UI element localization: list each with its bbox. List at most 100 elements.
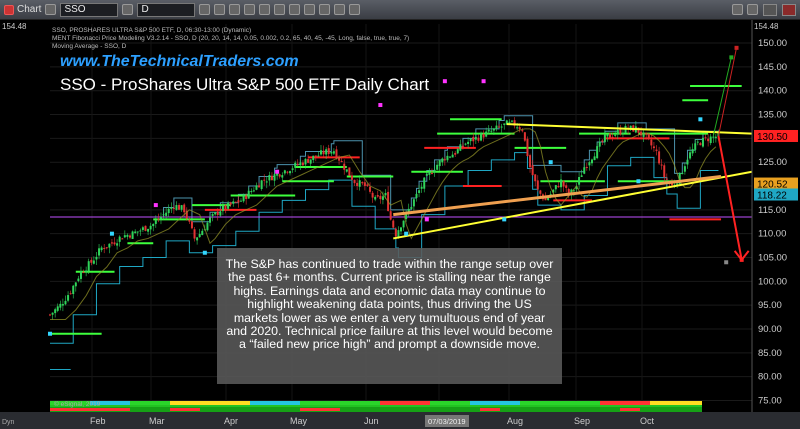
price-tick-label: 115.00 <box>758 205 786 216</box>
bell-icon[interactable] <box>732 4 743 15</box>
candle-body <box>583 167 586 174</box>
candle-body <box>492 128 495 131</box>
forecast-arrow-line <box>712 57 732 137</box>
candle-body <box>162 214 165 216</box>
candle-body <box>585 166 588 168</box>
price-tick-label: 95.00 <box>758 300 782 311</box>
candle-body <box>593 156 596 161</box>
candle-body <box>49 314 51 316</box>
signal-dot <box>636 179 641 184</box>
candle-body <box>701 137 704 147</box>
candle-body <box>487 129 490 132</box>
candle-body <box>85 270 88 273</box>
candle-body <box>405 212 408 219</box>
candle-body <box>369 186 372 192</box>
candle-body <box>371 192 374 198</box>
chart-title: SSO - ProShares Ultra S&P 500 ETF Daily … <box>60 75 430 94</box>
candle-body <box>394 228 397 237</box>
candle-body <box>691 149 694 154</box>
candle-body <box>531 165 534 176</box>
website-link[interactable]: www.TheTechnicalTraders.com <box>60 53 299 70</box>
dyn-label[interactable]: Dyn <box>2 419 15 426</box>
price-badge: 130.50 <box>757 132 788 143</box>
candle-body <box>319 150 322 155</box>
candle-body <box>299 162 302 166</box>
settings-icon[interactable] <box>349 4 361 15</box>
candle-body <box>165 212 168 216</box>
time-axis[interactable]: FebMarAprMayJunJulAugSepOct <box>0 412 800 429</box>
template-icon[interactable] <box>334 4 346 15</box>
candle-body <box>77 278 80 281</box>
signal-segment <box>250 401 300 405</box>
candle-body <box>64 300 67 305</box>
layers-icon[interactable] <box>319 4 331 15</box>
candle-body <box>283 170 286 174</box>
candle-body <box>309 159 312 164</box>
candle-body <box>265 181 268 183</box>
candle-body <box>544 197 547 201</box>
candle-body <box>534 174 537 182</box>
draw-tool-icon[interactable] <box>244 4 256 15</box>
signal-segment <box>650 401 702 405</box>
close-button[interactable] <box>782 3 796 16</box>
candle-body <box>389 211 392 220</box>
candle-body <box>100 247 103 251</box>
candle-body <box>379 195 382 200</box>
maximize-button[interactable] <box>763 3 777 16</box>
text-tool-icon[interactable] <box>289 4 301 15</box>
candle-body <box>609 133 612 138</box>
candle-body <box>621 132 624 135</box>
candle-body <box>694 143 697 150</box>
candle-body <box>281 175 284 178</box>
candle-body <box>678 172 681 185</box>
candle-body <box>214 212 217 215</box>
candle-body <box>322 150 325 155</box>
candle-body <box>317 155 320 157</box>
candle-body <box>681 173 684 175</box>
candle-body <box>596 146 599 159</box>
signal-segment <box>430 401 470 405</box>
signal-segment <box>90 401 130 405</box>
candle-body <box>578 176 581 185</box>
candle-body <box>229 202 232 205</box>
dropdown-icon[interactable] <box>122 4 134 15</box>
candle-body <box>92 260 95 264</box>
candle-body <box>273 174 276 181</box>
symbol-input[interactable]: SSO <box>60 2 119 17</box>
signal-segment <box>520 401 600 405</box>
window-title-text: Chart <box>17 4 42 15</box>
lock-icon[interactable] <box>214 4 226 15</box>
candle-body <box>601 140 604 142</box>
candle-body <box>547 197 550 201</box>
price-tick-label: 75.00 <box>758 395 782 406</box>
cursor-icon[interactable] <box>259 4 271 15</box>
signal-dots <box>48 79 729 336</box>
window-title: Chart <box>4 4 41 15</box>
crosshair-icon[interactable] <box>229 4 241 15</box>
interval-input[interactable]: D <box>137 2 196 17</box>
magnet-icon[interactable] <box>274 4 286 15</box>
signal-dot <box>698 117 703 122</box>
candle-body <box>392 220 395 228</box>
candle-body <box>219 211 222 216</box>
zoom-icon[interactable] <box>304 4 316 15</box>
pin-icon[interactable] <box>747 4 758 15</box>
candle-body <box>183 204 186 213</box>
candle-body <box>335 149 338 159</box>
candle-body <box>232 201 235 204</box>
candle-body <box>438 160 441 167</box>
chart-icon <box>4 4 14 15</box>
candle-body <box>307 159 310 163</box>
interval-dropdown-icon[interactable] <box>199 4 211 15</box>
signal-bar-green-2 <box>50 407 702 412</box>
candle-body <box>459 144 462 151</box>
candle-body <box>510 120 513 122</box>
candle-body <box>660 164 663 166</box>
signal-dot <box>502 217 507 222</box>
candle-body <box>629 125 632 129</box>
candle-body <box>353 179 356 184</box>
link-icon[interactable] <box>45 4 57 15</box>
candle-body <box>562 181 565 187</box>
candle-body <box>652 146 655 149</box>
candle-body <box>418 190 421 193</box>
